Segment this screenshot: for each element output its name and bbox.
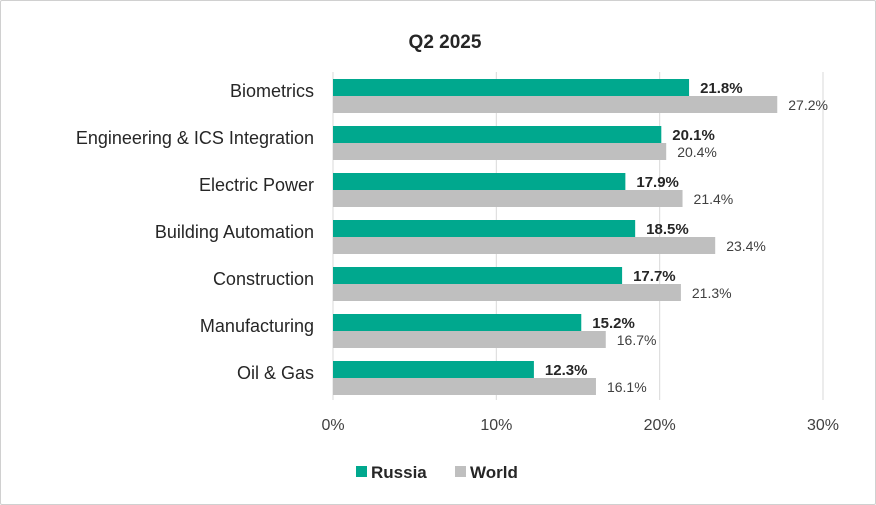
data-label-world: 23.4% — [726, 238, 766, 254]
data-label-russia: 12.3% — [545, 362, 588, 379]
x-axis-tick-labels: 0% 10% 20% 30% — [321, 417, 839, 434]
data-label-russia: 17.9% — [636, 174, 679, 191]
bar-world — [333, 378, 596, 395]
data-labels: 21.8% 27.2% 20.1%20.4% 17.9% 21.4% 18.5% 23.4%… — [545, 80, 828, 395]
bars — [333, 79, 778, 395]
x-tick-label: 0% — [321, 417, 344, 434]
bar-world — [333, 96, 778, 113]
data-label-world: 21.4% — [694, 191, 734, 207]
legend: Russia World — [356, 463, 518, 482]
bar-russia — [333, 361, 534, 378]
legend-swatch-russia — [356, 466, 367, 477]
data-label-world: 16.7% — [617, 332, 657, 348]
bar-russia — [333, 126, 662, 143]
x-tick-label: 20% — [644, 417, 676, 434]
data-label-russia: 21.8% — [700, 80, 743, 97]
category-label: Construction — [213, 269, 314, 289]
legend-label-world: World — [470, 463, 518, 482]
data-label-russia: 18.5% — [646, 221, 689, 238]
legend-label-russia: Russia — [371, 463, 427, 482]
chart-title: Q2 2025 — [409, 32, 482, 53]
category-label: Oil & Gas — [237, 363, 314, 383]
category-labels: Biometrics Engineering & ICS Integration E… — [76, 81, 314, 383]
data-label-world: 21.3% — [692, 285, 732, 301]
bar-russia — [333, 267, 623, 284]
category-label: Building Automation — [155, 222, 314, 242]
bar-russia — [333, 220, 636, 237]
bar-russia — [333, 314, 582, 331]
data-label-russia: 15.2% — [592, 315, 635, 332]
category-label: Biometrics — [230, 81, 314, 101]
data-label-world: 16.1% — [607, 379, 647, 395]
category-label: Electric Power — [199, 175, 314, 195]
bar-world — [333, 143, 667, 160]
category-label: Manufacturing — [200, 316, 314, 336]
data-label-russia: 20.1% — [672, 127, 715, 144]
x-tick-label: 30% — [807, 417, 839, 434]
bar-world — [333, 284, 681, 301]
bar-world — [333, 190, 683, 207]
data-label-world: 20.4% — [677, 144, 717, 160]
bar-russia — [333, 173, 626, 190]
category-label: Engineering & ICS Integration — [76, 128, 314, 148]
x-tick-label: 10% — [480, 417, 512, 434]
bar-russia — [333, 79, 690, 96]
bar-world — [333, 331, 606, 348]
data-label-russia: 17.7% — [633, 268, 676, 285]
bar-world — [333, 237, 716, 254]
data-label-world: 27.2% — [788, 97, 828, 113]
legend-swatch-world — [455, 466, 466, 477]
